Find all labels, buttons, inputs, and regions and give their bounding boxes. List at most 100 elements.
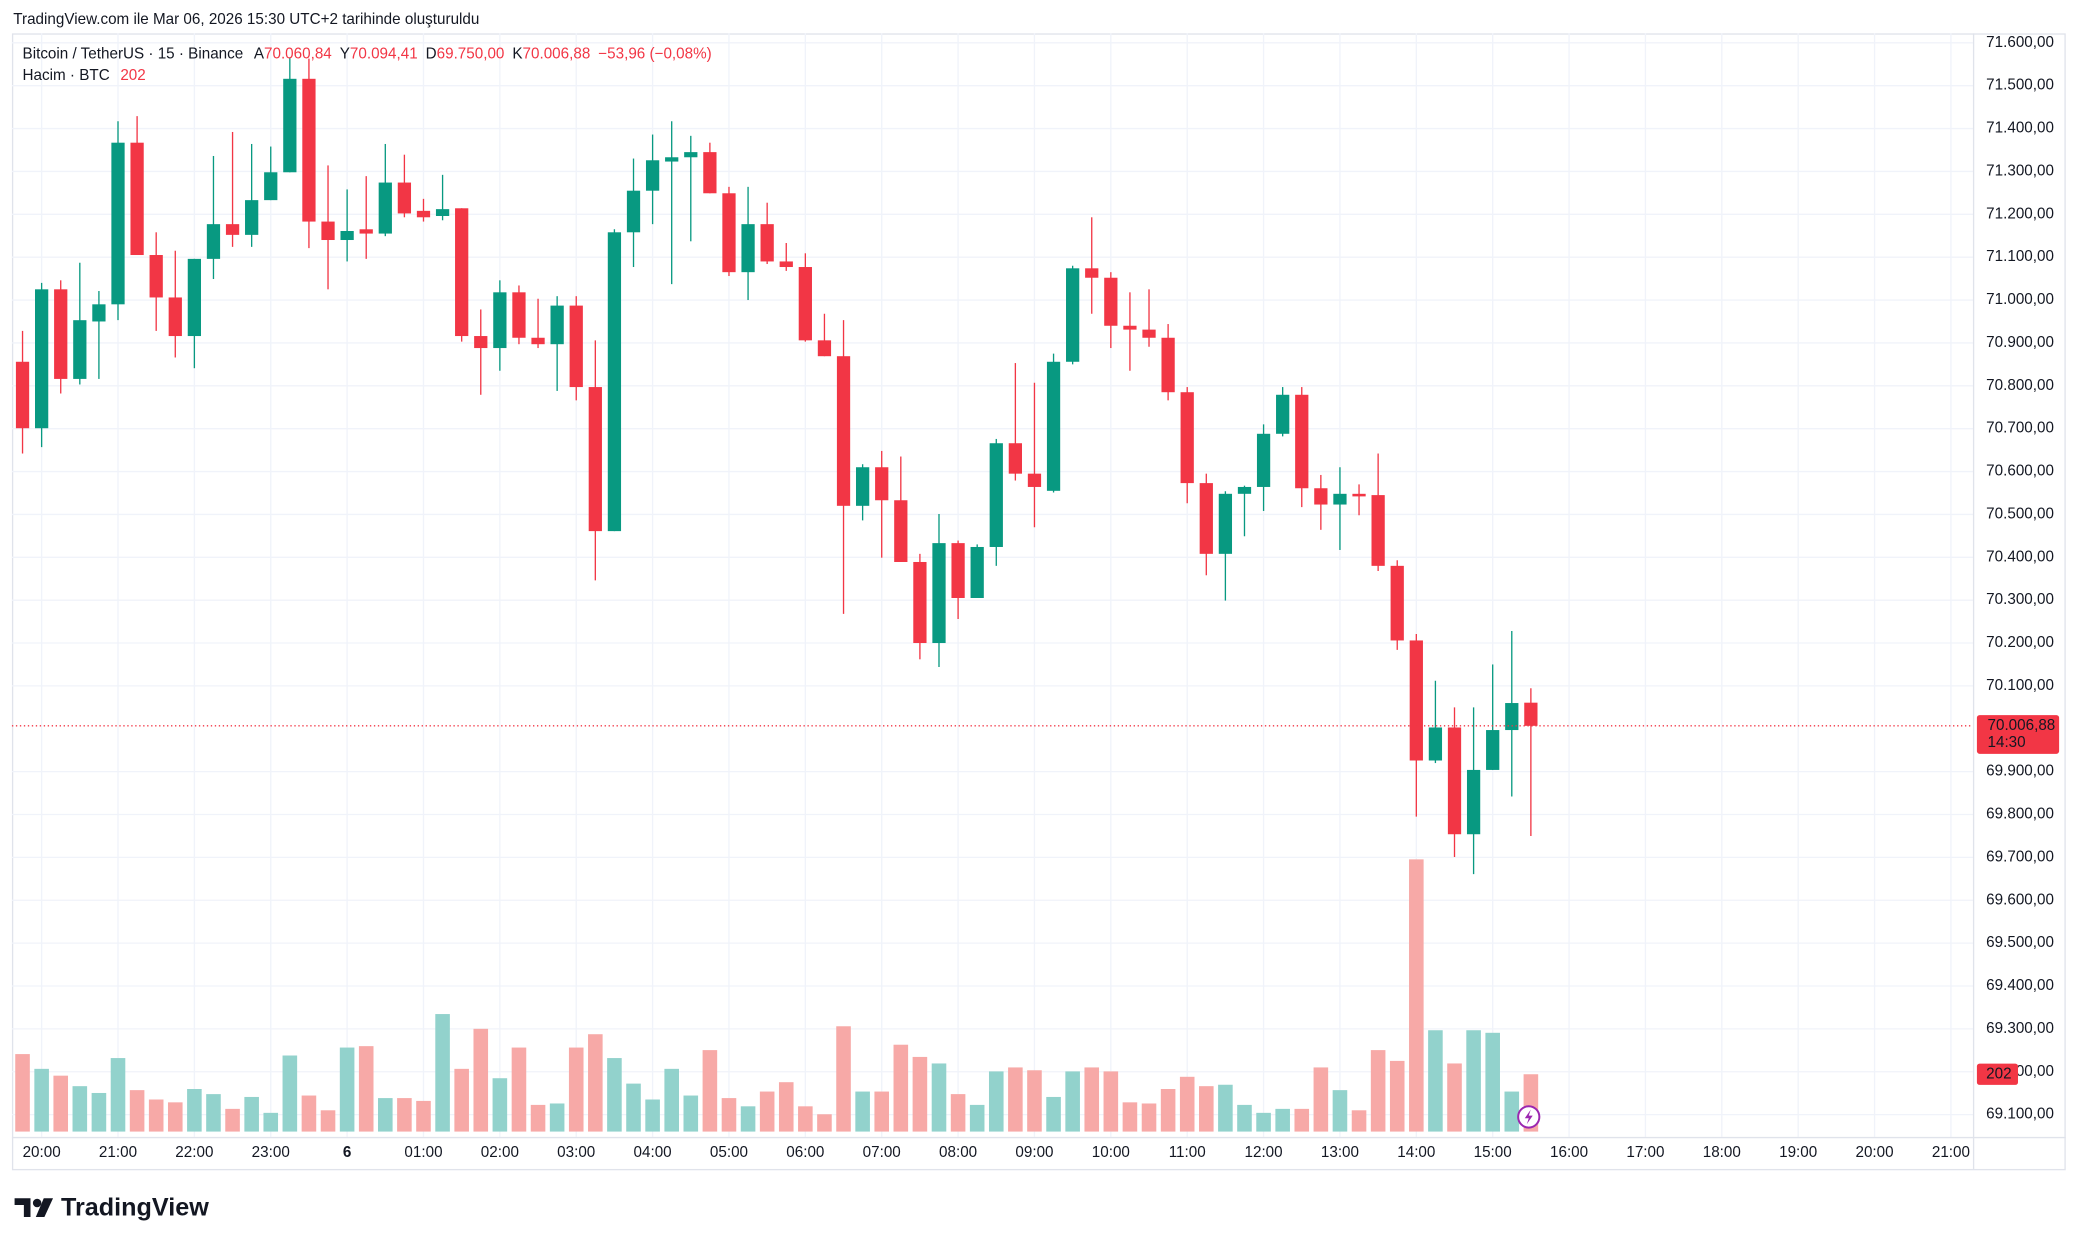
candle-body: [550, 305, 564, 345]
volume-bar: [129, 1090, 145, 1132]
volume-bar: [530, 1104, 546, 1132]
volume-bar: [1237, 1104, 1252, 1132]
candle-body: [264, 172, 278, 201]
x-tick-label: 08:00: [939, 1144, 977, 1161]
volume-bar: [110, 1058, 126, 1132]
volume-bar: [320, 1110, 336, 1132]
candle-body: [1466, 769, 1481, 835]
volume-bar: [721, 1098, 737, 1132]
candle-body: [111, 142, 125, 305]
ohlc-key: K: [512, 46, 523, 63]
ohlc-value: 70.094,41: [350, 46, 418, 63]
countdown: 14:30: [1988, 734, 2026, 751]
x-tick-label: 20:00: [1855, 1144, 1893, 1161]
volume-bar: [1122, 1102, 1138, 1132]
candle-body: [1352, 493, 1366, 497]
volume-legend-value: 202: [120, 67, 145, 84]
candle-body: [1524, 702, 1538, 726]
volume-bar: [301, 1095, 317, 1132]
candle-body: [512, 292, 526, 338]
candle-body: [54, 289, 68, 379]
candle-body: [1085, 268, 1099, 278]
volume-bar: [1103, 1071, 1119, 1132]
candle-body: [836, 356, 851, 506]
volume-bar: [702, 1050, 718, 1132]
candle-body: [665, 157, 679, 162]
x-tick-label: 6: [343, 1144, 351, 1161]
volume-bar: [511, 1047, 527, 1132]
candle-body: [493, 292, 507, 349]
candle-body: [73, 320, 87, 379]
candle-body: [1161, 337, 1175, 393]
y-tick-label: 71.100,00: [1986, 248, 2054, 265]
candle-body: [1199, 483, 1213, 554]
x-tick-label: 13:00: [1321, 1144, 1359, 1161]
x-tick-label: 16:00: [1550, 1144, 1588, 1161]
candle-body: [15, 361, 30, 429]
grid: [11, 33, 1973, 1137]
candle-body: [435, 209, 450, 217]
chart-frame: [11, 33, 2066, 1171]
y-tick-label: 69.800,00: [1986, 806, 2054, 823]
volume-bar: [893, 1044, 909, 1132]
change-value: −53,96 (−0,08%): [598, 46, 711, 63]
x-tick-label: 11:00: [1169, 1144, 1206, 1161]
volume-bar: [397, 1098, 412, 1132]
candle-body: [588, 387, 602, 532]
volume-bar: [53, 1075, 69, 1132]
candle-body: [875, 467, 889, 501]
candle-body: [970, 546, 984, 599]
candle-body: [1333, 493, 1347, 505]
volume-bar: [473, 1028, 489, 1132]
volume-bar: [1199, 1086, 1214, 1132]
candle-body: [1390, 565, 1404, 641]
candle-body: [1008, 443, 1022, 474]
candle-body: [1142, 329, 1156, 338]
y-tick-label: 71.600,00: [1986, 34, 2054, 51]
candle-body: [35, 289, 49, 429]
candle-body: [1218, 493, 1233, 554]
candle-body: [283, 78, 297, 173]
volume-bar: [1389, 1060, 1405, 1132]
volume-bar: [1332, 1090, 1348, 1132]
candle-body: [760, 224, 774, 262]
volume-legend: Hacim · BTC 202: [23, 67, 146, 84]
volume-bar: [1275, 1108, 1290, 1132]
x-tick-label: 02:00: [481, 1144, 519, 1161]
candle-body: [416, 210, 431, 218]
volume-bar: [1409, 859, 1424, 1132]
x-tick-label: 18:00: [1703, 1144, 1741, 1161]
x-tick-label: 23:00: [252, 1144, 290, 1161]
replay-icon[interactable]: [1517, 1105, 1541, 1129]
x-tick-label: 01:00: [404, 1144, 442, 1161]
candle-body: [1314, 488, 1328, 505]
candle-body: [340, 231, 354, 241]
x-tick-label: 20:00: [23, 1144, 61, 1161]
ohlc-key: Y: [340, 46, 350, 63]
ohlc-value: 70.060,84: [264, 46, 332, 63]
volume-bar: [206, 1094, 221, 1132]
y-tick-label: 71.300,00: [1986, 162, 2054, 179]
x-tick-label: 10:00: [1092, 1144, 1130, 1161]
volume-bar: [225, 1108, 240, 1132]
candle-body: [1371, 495, 1385, 566]
volume-bar: [91, 1092, 107, 1132]
candle-body: [455, 208, 469, 337]
x-tick-label: 21:00: [99, 1144, 137, 1161]
volume-bar: [664, 1068, 679, 1132]
y-tick-label: 71.500,00: [1986, 77, 2054, 94]
candle-body: [1256, 433, 1271, 487]
candle-body: [1428, 727, 1443, 761]
volume-bar: [15, 1054, 30, 1132]
volume-bar: [1447, 1063, 1462, 1132]
candle-body: [1066, 268, 1080, 362]
volume-value-label: 202: [1986, 1065, 2011, 1082]
volume-bar: [187, 1089, 202, 1132]
candle-body: [92, 304, 106, 322]
y-tick-label: 69.900,00: [1986, 763, 2054, 780]
volume-bar: [1485, 1032, 1500, 1132]
y-tick-label: 69.700,00: [1986, 848, 2054, 865]
candle-body: [359, 229, 373, 234]
candle-body: [894, 500, 908, 562]
candle-body: [1486, 730, 1500, 770]
